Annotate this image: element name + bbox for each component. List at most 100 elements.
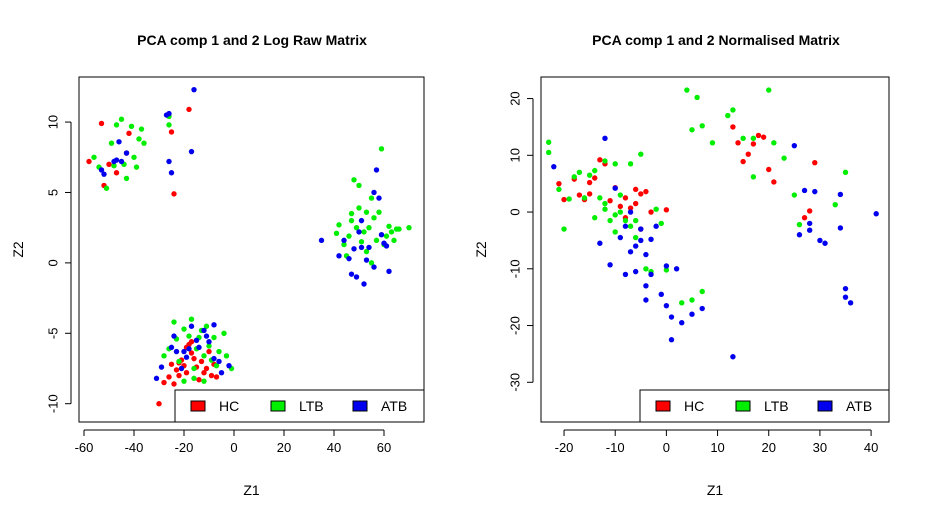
- point-ltb: [161, 353, 167, 359]
- legend-swatch-ltb: [270, 400, 286, 412]
- point-ltb: [221, 330, 227, 336]
- point-atb: [371, 264, 377, 270]
- x-tick-label: 20: [277, 440, 291, 455]
- point-ltb: [166, 122, 172, 128]
- point-atb: [383, 243, 390, 249]
- point-ltb: [561, 226, 567, 232]
- point-ltb: [556, 186, 562, 193]
- point-atb: [373, 167, 380, 173]
- point-hc: [730, 124, 736, 130]
- y-tick-label: 0: [46, 259, 61, 266]
- y-tick-label: -20: [508, 316, 523, 335]
- y-tick-label: 0: [508, 208, 523, 215]
- y-tick-label: 20: [508, 91, 523, 105]
- point-ltb: [363, 248, 370, 255]
- point-hc: [173, 367, 180, 373]
- point-atb: [632, 243, 639, 249]
- point-ltb: [622, 217, 629, 224]
- point-ltb: [201, 353, 207, 359]
- point-ltb: [176, 358, 182, 365]
- point-ltb: [111, 163, 117, 169]
- point-ltb: [358, 239, 365, 245]
- point-hc: [622, 195, 629, 201]
- point-ltb: [832, 201, 838, 208]
- point-hc: [586, 179, 593, 186]
- point-hc: [186, 106, 192, 113]
- point-hc: [98, 120, 105, 127]
- point-ltb: [138, 126, 145, 132]
- point-atb: [632, 268, 639, 275]
- point-atb: [806, 220, 813, 227]
- legend-swatch-ltb: [735, 400, 751, 412]
- point-atb: [203, 333, 210, 339]
- point-atb: [663, 302, 670, 309]
- point-atb: [622, 271, 629, 278]
- point-ltb: [341, 241, 347, 248]
- point-ltb: [136, 136, 142, 142]
- point-ltb: [346, 233, 352, 239]
- point-ltb: [740, 135, 746, 141]
- legend: HC LTB ATB: [174, 389, 425, 423]
- point-atb: [812, 188, 818, 195]
- point-atb: [363, 257, 370, 263]
- point-atb: [837, 225, 844, 231]
- point-ltb: [612, 229, 618, 235]
- point-ltb: [201, 378, 207, 384]
- point-hc: [750, 141, 757, 147]
- point-ltb: [91, 154, 97, 160]
- point-atb: [638, 237, 644, 244]
- point-atb: [206, 339, 212, 345]
- point-hc: [597, 157, 603, 163]
- point-atb: [658, 291, 664, 298]
- point-atb: [188, 323, 195, 329]
- point-ltb: [750, 135, 757, 141]
- y-tick-label: -10: [46, 394, 61, 413]
- point-atb: [822, 240, 828, 246]
- point-ltb: [351, 177, 357, 183]
- point-ltb: [356, 182, 362, 189]
- legend-swatch-hc: [655, 400, 671, 412]
- point-atb: [663, 263, 670, 269]
- x-tick-label: 0: [663, 440, 670, 455]
- point-hc: [206, 348, 212, 355]
- x-tick-label: 30: [813, 440, 827, 455]
- point-atb: [847, 300, 854, 306]
- point-ltb: [336, 222, 342, 228]
- point-atb: [171, 333, 177, 339]
- point-ltb: [186, 333, 192, 339]
- point-atb: [643, 251, 649, 258]
- point-atb: [801, 187, 808, 194]
- point-ltb: [663, 267, 670, 273]
- point-hc: [801, 215, 808, 221]
- point-atb: [173, 348, 180, 355]
- point-ltb: [725, 112, 731, 119]
- point-atb: [648, 271, 654, 278]
- point-ltb: [383, 233, 390, 239]
- legend-swatch-atb: [817, 400, 833, 412]
- point-ltb: [371, 215, 377, 221]
- point-hc: [648, 209, 654, 215]
- y-tick-label: 5: [46, 189, 61, 196]
- point-atb: [842, 285, 849, 292]
- point-atb: [166, 110, 172, 117]
- point-ltb: [658, 220, 664, 227]
- point-atb: [123, 150, 130, 156]
- x-tick-label: 0: [230, 440, 237, 455]
- point-ltb: [607, 217, 613, 224]
- point-ltb: [353, 224, 360, 231]
- point-ltb: [373, 237, 380, 244]
- point-ltb: [545, 149, 552, 156]
- points-layer: [86, 86, 412, 407]
- point-ltb: [612, 212, 618, 218]
- point-ltb: [368, 260, 375, 266]
- point-ltb: [396, 226, 402, 232]
- point-ltb: [103, 185, 110, 191]
- point-hc: [760, 134, 767, 140]
- point-ltb: [581, 195, 588, 201]
- point-hc: [188, 350, 195, 356]
- x-tick-label: -60: [75, 440, 94, 455]
- point-hc: [576, 192, 583, 198]
- legend-label-hc: HC: [219, 398, 239, 414]
- legend-label-hc: HC: [684, 398, 704, 414]
- point-atb: [193, 337, 200, 344]
